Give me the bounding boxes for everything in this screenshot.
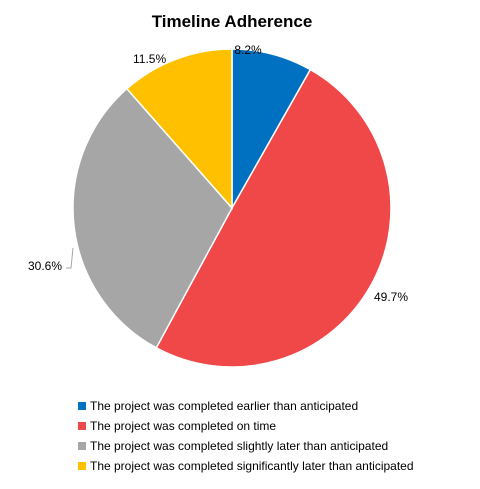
- legend-label: The project was completed slightly later…: [90, 439, 389, 453]
- data-label-earlier: 8.2%: [234, 43, 262, 57]
- slice-on-time: [155, 68, 392, 368]
- legend: The project was completed earlier than a…: [78, 396, 414, 476]
- legend-label: The project was completed earlier than a…: [90, 399, 359, 413]
- legend-item-slightly-later: The project was completed slightly later…: [78, 436, 414, 456]
- slice-significantly-later: [125, 48, 233, 210]
- legend-swatch: [78, 462, 86, 470]
- data-labels: 8.2% 49.7% 30.6% 11.5%: [28, 43, 408, 304]
- legend-swatch: [78, 402, 86, 410]
- data-label-slightly-later: 30.6%: [28, 259, 62, 273]
- data-label-on-time: 49.7%: [374, 290, 408, 304]
- slice-slightly-later: [72, 87, 233, 349]
- leader-line: [66, 247, 74, 269]
- data-label-significantly-later: 11.5%: [133, 52, 166, 66]
- legend-swatch: [78, 442, 86, 450]
- legend-swatch: [78, 422, 86, 430]
- legend-label: The project was completed on time: [90, 419, 277, 433]
- legend-label: The project was completed significantly …: [90, 459, 414, 473]
- legend-item-significantly-later: The project was completed significantly …: [78, 456, 414, 476]
- chart-title: Timeline Adherence: [152, 12, 313, 31]
- legend-item-earlier: The project was completed earlier than a…: [78, 396, 414, 416]
- legend-item-on-time: The project was completed on time: [78, 416, 414, 436]
- pie-slices: [72, 48, 392, 368]
